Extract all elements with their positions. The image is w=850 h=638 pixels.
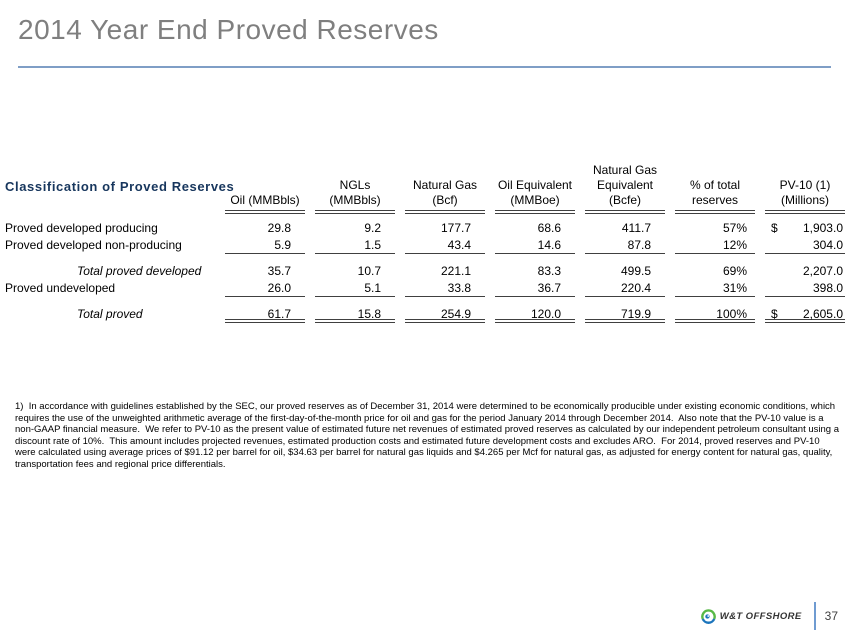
table-cell-gas: 254.9 <box>405 306 485 323</box>
table-cell-pct: 31% <box>675 280 755 297</box>
table-cell-ngls: 15.8 <box>315 306 395 323</box>
column-header-line: reserves <box>691 193 738 207</box>
page-title: 2014 Year End Proved Reserves <box>18 14 439 45</box>
pv10-value: 304.0 <box>812 238 843 252</box>
table-cell-gas: 177.7 <box>440 221 471 235</box>
column-header-oil-equivalent: (MMBoe) Oil Equivalent <box>495 163 575 214</box>
column-header-pv10: (Millions) PV-10 (1) <box>765 163 845 214</box>
table-cell-pv10: 304.0 <box>765 237 845 254</box>
column-header-line: (Bcfe) <box>608 193 641 207</box>
footer: W&T OFFSHORE 37 <box>700 602 838 630</box>
table-cell-pv10: 2,207.0 <box>765 263 845 280</box>
table-row-label: Proved developed non-producing <box>5 238 182 252</box>
footer-divider <box>813 602 816 630</box>
table-cell-gaseq: 499.5 <box>620 264 651 278</box>
column-header-natural-gas: (Bcf) Natural Gas <box>405 163 485 214</box>
pv10-value: 1,903.0 <box>802 221 843 235</box>
table-cell-oil: 29.8 <box>267 221 291 235</box>
column-header-line: (Millions) <box>781 193 829 207</box>
table-row-label: Proved developed producing <box>5 221 158 235</box>
pv10-value: 398.0 <box>812 281 843 295</box>
table-cell-oil: 26.0 <box>225 280 305 297</box>
reserves-table: Classification of Proved Reserves Oil (M… <box>5 163 845 323</box>
company-logo-icon <box>700 608 716 624</box>
table-cell-oileq: 36.7 <box>495 280 575 297</box>
table-cell-oil: 35.7 <box>267 264 291 278</box>
table-cell-gas: 33.8 <box>405 280 485 297</box>
table-cell-ngls: 1.5 <box>315 237 395 254</box>
pv10-value: 2,605.0 <box>802 307 843 321</box>
footnote: 1) In accordance with guidelines establi… <box>15 401 842 470</box>
table-spacer <box>5 254 845 263</box>
column-header-line: Natural Gas <box>412 178 478 192</box>
table-cell-oileq: 83.3 <box>537 264 561 278</box>
table-cell-pv10: 398.0 <box>765 280 845 297</box>
column-header-line: (Bcf) <box>432 193 458 207</box>
column-header-natural-gas-equivalent: (Bcfe) Equivalent Natural Gas <box>585 163 665 214</box>
column-header-pct-of-total: reserves % of total <box>675 163 755 214</box>
table-cell-gaseq: 411.7 <box>621 221 651 235</box>
column-header-line: % of total <box>689 178 741 192</box>
table-cell-ngls: 10.7 <box>357 264 381 278</box>
table-cell-ngls: 9.2 <box>364 221 381 235</box>
table-cell-gaseq: 87.8 <box>585 237 665 254</box>
table-row-label: Total proved developed <box>77 264 202 278</box>
currency-symbol: $ <box>771 307 778 321</box>
column-header-oil: Oil (MMBbls) <box>225 163 305 214</box>
table-cell-oil: 61.7 <box>225 306 305 323</box>
table-classification-header: Classification of Proved Reserves <box>5 179 235 194</box>
column-header-line: Oil (MMBbls) <box>230 193 300 207</box>
table-cell-gas: 221.1 <box>440 264 471 278</box>
table-cell-gaseq: 719.9 <box>585 306 665 323</box>
column-header-line: (MMBoe) <box>510 193 560 207</box>
table-row-label: Total proved <box>77 307 143 321</box>
column-header-ngls: (MMBbls) NGLs <box>315 163 395 214</box>
table-cell-oil: 5.9 <box>225 237 305 254</box>
table-cell-oileq: 68.6 <box>537 221 561 235</box>
table-cell-oileq: 14.6 <box>495 237 575 254</box>
table-cell-gas: 43.4 <box>405 237 485 254</box>
page-number: 37 <box>824 609 838 623</box>
table-spacer <box>5 297 845 306</box>
table-cell-oileq: 120.0 <box>495 306 575 323</box>
company-logo-text: W&T OFFSHORE <box>719 610 802 622</box>
table-cell-gaseq: 220.4 <box>585 280 665 297</box>
table-cell-pv10: $ 1,903.0 <box>765 220 845 237</box>
column-header-line: Oil Equivalent <box>497 178 573 192</box>
table-cell-pct: 57% <box>722 221 747 235</box>
table-cell-ngls: 5.1 <box>315 280 395 297</box>
company-logo: W&T OFFSHORE <box>700 608 802 624</box>
title-divider <box>18 66 831 68</box>
table-row-label: Proved undeveloped <box>5 281 116 295</box>
table-cell-pct: 100% <box>675 306 755 323</box>
column-header-line: Natural Gas <box>592 163 658 177</box>
pv10-value: 2,207.0 <box>802 264 843 278</box>
column-header-line: (MMBbls) <box>329 193 381 207</box>
table-cell-pct: 12% <box>675 237 755 254</box>
table-cell-pv10: $ 2,605.0 <box>765 306 845 323</box>
table-cell-pct: 69% <box>722 264 747 278</box>
currency-symbol: $ <box>771 221 778 235</box>
column-header-line: NGLs <box>339 178 371 192</box>
column-header-line: Equivalent <box>596 178 654 192</box>
column-header-line: PV-10 (1) <box>779 178 831 192</box>
